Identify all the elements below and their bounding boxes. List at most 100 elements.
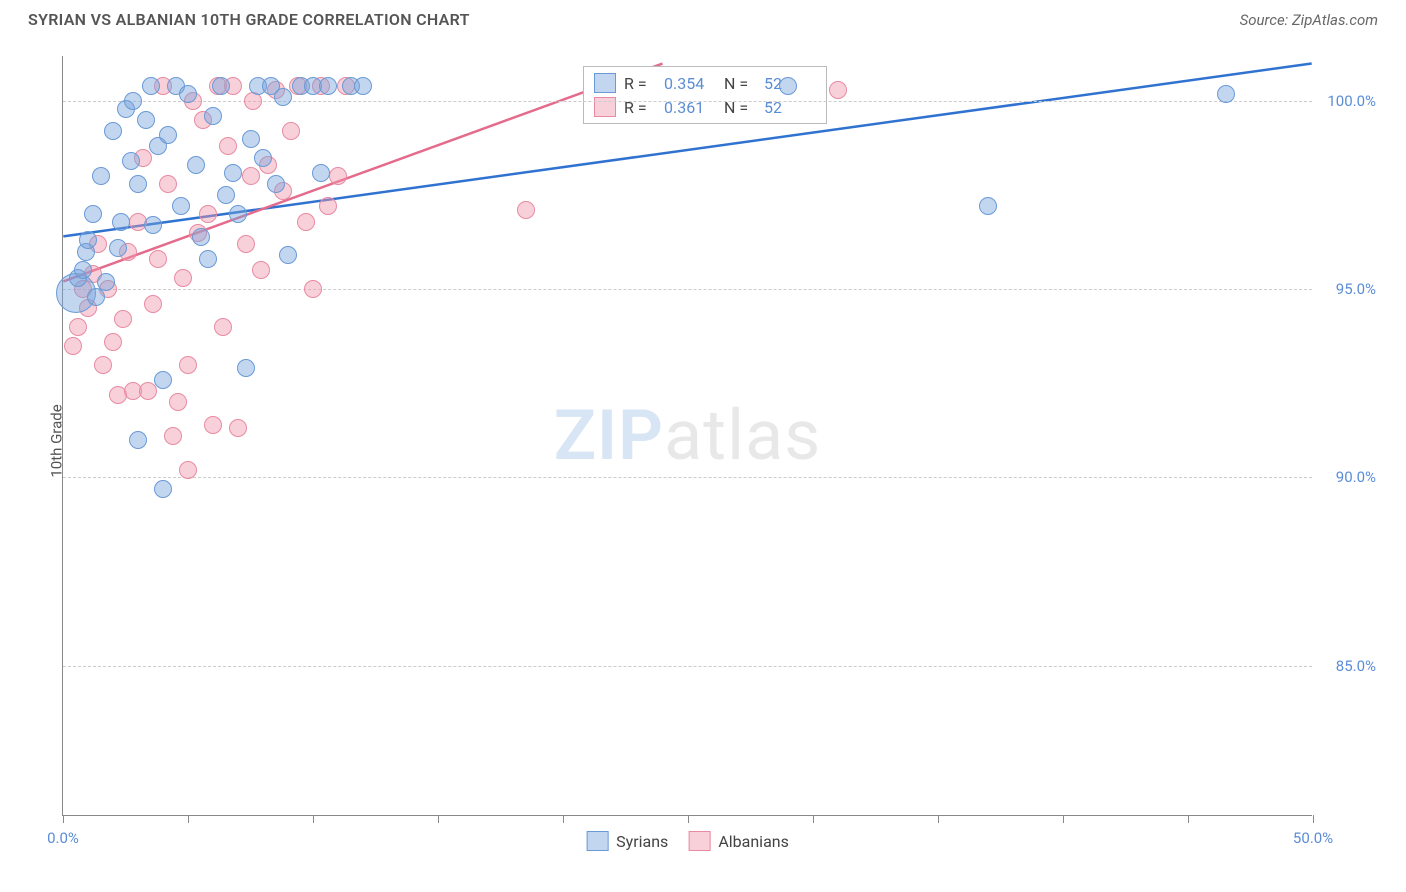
- data-point-syrian: [199, 250, 217, 268]
- data-point-syrian: [112, 213, 130, 231]
- data-point-syrian: [179, 85, 197, 103]
- data-point-syrian: [79, 231, 97, 249]
- data-point-syrian: [979, 197, 997, 215]
- x-tick: [813, 815, 814, 823]
- legend-swatch-albanians: [688, 831, 710, 851]
- data-point-albanian: [204, 416, 222, 434]
- y-tick-label: 100.0%: [1327, 92, 1376, 110]
- data-point-syrian: [267, 175, 285, 193]
- watermark-zip: ZIP: [554, 395, 664, 477]
- r-label-syrians: R =: [624, 74, 656, 93]
- data-point-syrian: [129, 431, 147, 449]
- data-point-syrian: [217, 186, 235, 204]
- data-point-albanian: [94, 356, 112, 374]
- data-point-albanian: [329, 167, 347, 185]
- x-tick: [1188, 815, 1189, 823]
- x-tick: [63, 815, 64, 823]
- data-point-albanian: [297, 213, 315, 231]
- series-legend: Syrians Albanians: [586, 831, 789, 851]
- data-point-syrian: [84, 205, 102, 223]
- x-tick: [438, 815, 439, 823]
- legend-label-syrians: Syrians: [616, 832, 668, 851]
- data-point-albanian: [69, 318, 87, 336]
- x-tick: [188, 815, 189, 823]
- data-point-syrian: [354, 77, 372, 95]
- data-point-syrian: [124, 92, 142, 110]
- r-value-syrians: 0.354: [664, 74, 716, 93]
- data-point-syrian: [129, 175, 147, 193]
- y-tick-label: 90.0%: [1336, 468, 1376, 486]
- watermark-atlas: atlas: [664, 395, 821, 477]
- x-tick-label: 50.0%: [1293, 829, 1333, 847]
- data-point-albanian: [179, 461, 197, 479]
- data-point-albanian: [214, 318, 232, 336]
- data-point-syrian: [229, 205, 247, 223]
- data-point-syrian: [122, 152, 140, 170]
- data-point-syrian: [87, 288, 105, 306]
- y-tick-label: 95.0%: [1336, 280, 1376, 298]
- chart-container: 10th Grade ZIPatlas R = 0.354 N = 52 R =…: [48, 46, 1378, 836]
- data-point-albanian: [237, 235, 255, 253]
- data-point-albanian: [144, 295, 162, 313]
- data-point-albanian: [104, 333, 122, 351]
- n-label-syrians: N =: [724, 74, 756, 93]
- data-point-syrian: [154, 371, 172, 389]
- x-tick: [563, 815, 564, 823]
- data-point-syrian: [74, 261, 92, 279]
- source-attribution: Source: ZipAtlas.com: [1240, 11, 1378, 29]
- data-point-syrian: [1217, 85, 1235, 103]
- data-point-albanian: [64, 337, 82, 355]
- data-point-syrian: [142, 77, 160, 95]
- data-point-syrian: [92, 167, 110, 185]
- x-tick: [1313, 815, 1314, 823]
- data-point-syrian: [187, 156, 205, 174]
- x-tick: [938, 815, 939, 823]
- data-point-syrian: [224, 164, 242, 182]
- data-point-albanian: [242, 167, 260, 185]
- data-point-syrian: [319, 77, 337, 95]
- data-point-albanian: [517, 201, 535, 219]
- data-point-syrian: [154, 480, 172, 498]
- data-point-albanian: [304, 280, 322, 298]
- data-point-albanian: [164, 427, 182, 445]
- legend-label-albanians: Albanians: [718, 832, 789, 851]
- data-point-syrian: [212, 77, 230, 95]
- data-point-syrian: [254, 149, 272, 167]
- x-tick: [313, 815, 314, 823]
- data-point-albanian: [252, 261, 270, 279]
- data-point-syrian: [104, 122, 122, 140]
- data-point-albanian: [319, 197, 337, 215]
- data-point-syrian: [109, 239, 127, 257]
- data-point-syrian: [97, 273, 115, 291]
- data-point-albanian: [199, 205, 217, 223]
- data-point-albanian: [282, 122, 300, 140]
- gridline: [63, 477, 1312, 478]
- legend-swatch-syrians: [586, 831, 608, 851]
- data-point-albanian: [169, 393, 187, 411]
- plot-area: ZIPatlas R = 0.354 N = 52 R = 0.361 N = …: [62, 56, 1312, 816]
- data-point-syrian: [192, 228, 210, 246]
- correlation-row-albanians: R = 0.361 N = 52: [594, 95, 816, 119]
- data-point-albanian: [219, 137, 237, 155]
- data-point-syrian: [204, 107, 222, 125]
- source-name: ZipAtlas.com: [1292, 11, 1378, 29]
- swatch-syrians: [594, 73, 616, 93]
- data-point-syrian: [144, 216, 162, 234]
- legend-item-albanians: Albanians: [688, 831, 789, 851]
- data-point-syrian: [242, 130, 260, 148]
- x-tick-label: 0.0%: [47, 829, 79, 847]
- data-point-albanian: [229, 419, 247, 437]
- data-point-syrian: [172, 197, 190, 215]
- data-point-albanian: [159, 175, 177, 193]
- data-point-albanian: [139, 382, 157, 400]
- data-point-syrian: [779, 77, 797, 95]
- swatch-albanians: [594, 97, 616, 117]
- data-point-syrian: [137, 111, 155, 129]
- data-point-syrian: [279, 246, 297, 264]
- data-point-syrian: [274, 88, 292, 106]
- data-point-albanian: [829, 81, 847, 99]
- data-point-albanian: [149, 250, 167, 268]
- gridline: [63, 289, 1312, 290]
- data-point-syrian: [312, 164, 330, 182]
- data-point-albanian: [114, 310, 132, 328]
